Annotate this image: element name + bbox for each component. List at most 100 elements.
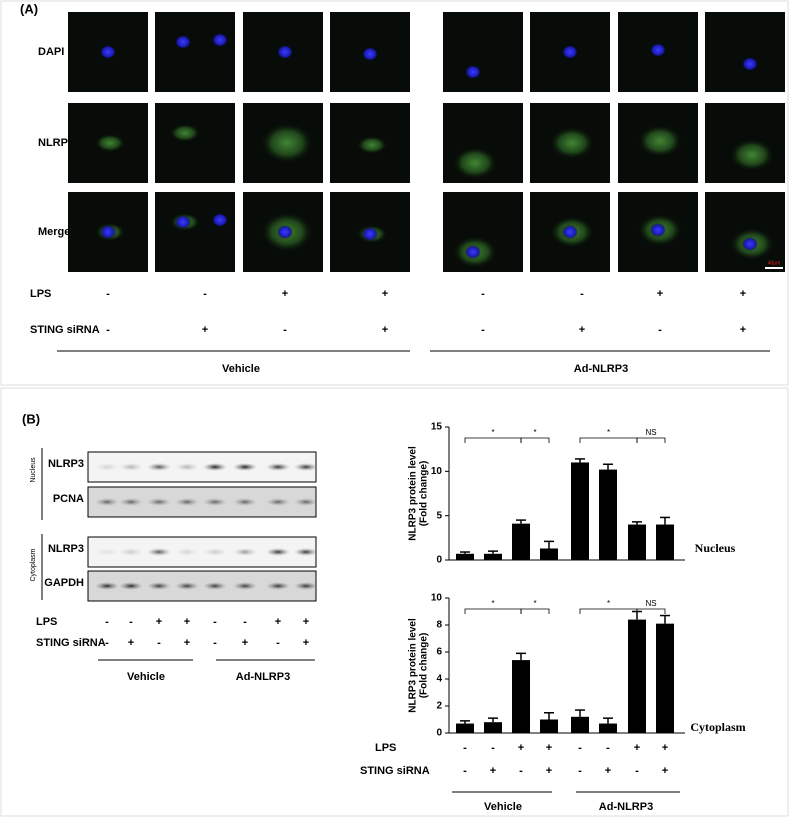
condition-sign: +: [518, 742, 524, 754]
condition-label: STING siRNA: [36, 637, 106, 649]
y-tick-label: 15: [431, 422, 443, 433]
blot-band: [203, 463, 227, 471]
condition-sign: -: [203, 288, 207, 300]
condition-sign: -: [243, 616, 247, 628]
micrograph: [155, 103, 235, 183]
blot-band: [203, 548, 227, 556]
condition-sign: +: [128, 637, 134, 649]
condition-sign: -: [129, 616, 133, 628]
y-axis-label: (Fold change): [419, 461, 430, 527]
significance-bracket: [579, 437, 638, 443]
y-tick-label: 0: [436, 728, 442, 739]
blot-band: [95, 498, 119, 506]
y-axis-label: (Fold change): [419, 633, 430, 699]
group-label: Ad-NLRP3: [574, 363, 628, 375]
blot-band: [294, 498, 318, 506]
blot-band: [294, 548, 318, 556]
nucleus-stain: [277, 225, 293, 239]
cytoplasm-stain: [638, 125, 682, 157]
condition-sign: -: [463, 742, 467, 754]
bar: [512, 660, 530, 733]
condition-sign: +: [662, 765, 668, 777]
group-label: Ad-NLRP3: [599, 801, 653, 813]
significance-bracket: [520, 437, 550, 443]
condition-sign: -: [578, 765, 582, 777]
nucleus-stain: [212, 33, 228, 47]
blot-band: [119, 498, 143, 506]
nucleus-stain: [562, 225, 578, 239]
blot-band: [294, 463, 318, 471]
bar: [571, 462, 589, 560]
nucleus-stain: [212, 213, 228, 227]
cytoplasm-stain: [95, 134, 125, 152]
significance-label: *: [491, 599, 494, 608]
panel-a-frame: [0, 0, 789, 386]
condition-sign: -: [213, 637, 217, 649]
blot-band: [175, 548, 199, 556]
cytoplasm-stain: [550, 127, 594, 159]
significance-bracket: [464, 437, 522, 443]
nucleus-stain: [277, 45, 293, 59]
blot-band: [175, 582, 199, 590]
row-label: DAPI: [38, 46, 64, 58]
blot-band: [233, 463, 257, 471]
significance-label: *: [533, 599, 536, 608]
condition-sign: -: [481, 324, 485, 336]
nucleus-stain: [465, 245, 481, 259]
blot-band: [175, 463, 199, 471]
condition-label: LPS: [30, 288, 51, 300]
cytoplasm-stain: [730, 139, 774, 171]
chart-title: Nucleus: [695, 541, 736, 555]
panel-label: (A): [20, 1, 38, 16]
blot-band: [203, 582, 227, 590]
condition-sign: -: [463, 765, 467, 777]
significance-label: NS: [645, 599, 656, 608]
nucleus-stain: [175, 35, 191, 49]
group-label: Vehicle: [484, 801, 522, 813]
condition-sign: +: [490, 765, 496, 777]
condition-sign: -: [105, 637, 109, 649]
condition-sign: +: [740, 324, 746, 336]
group-label: Ad-NLRP3: [236, 671, 290, 683]
bar: [456, 553, 474, 560]
significance-label: *: [491, 428, 494, 437]
cytoplasm-stain: [453, 147, 497, 179]
condition-sign: -: [578, 742, 582, 754]
condition-label: LPS: [36, 616, 57, 628]
row-label: Merge: [38, 226, 70, 238]
y-tick-label: 4: [436, 674, 442, 685]
significance-bracket: [464, 608, 522, 614]
nucleus-stain: [650, 43, 666, 57]
condition-sign: +: [184, 616, 190, 628]
condition-sign: +: [657, 288, 663, 300]
bar: [628, 619, 646, 733]
condition-sign: +: [662, 742, 668, 754]
condition-sign: +: [605, 765, 611, 777]
blot-band: [95, 463, 119, 471]
bar: [599, 723, 617, 733]
band-label: PCNA: [53, 493, 84, 505]
panel-label: (B): [22, 411, 40, 426]
band-label: NLRP3: [48, 458, 84, 470]
bar: [656, 623, 674, 733]
condition-sign: +: [382, 288, 388, 300]
band-label: NLRP3: [48, 543, 84, 555]
y-tick-label: 8: [436, 620, 442, 631]
fraction-label: Cytoplasm: [30, 548, 37, 581]
condition-sign: +: [184, 637, 190, 649]
blot-band: [119, 463, 143, 471]
condition-sign: -: [519, 765, 523, 777]
blot-band: [266, 582, 290, 590]
condition-sign: +: [634, 742, 640, 754]
nucleus-stain: [465, 65, 481, 79]
bar: [656, 524, 674, 560]
condition-label: STING siRNA: [360, 765, 430, 777]
group-label: Vehicle: [222, 363, 260, 375]
blot-band: [147, 548, 171, 556]
cytoplasm-stain: [170, 124, 200, 142]
condition-sign: -: [491, 742, 495, 754]
micrograph: [705, 12, 785, 92]
micrograph: [443, 12, 523, 92]
blot-band: [175, 498, 199, 506]
